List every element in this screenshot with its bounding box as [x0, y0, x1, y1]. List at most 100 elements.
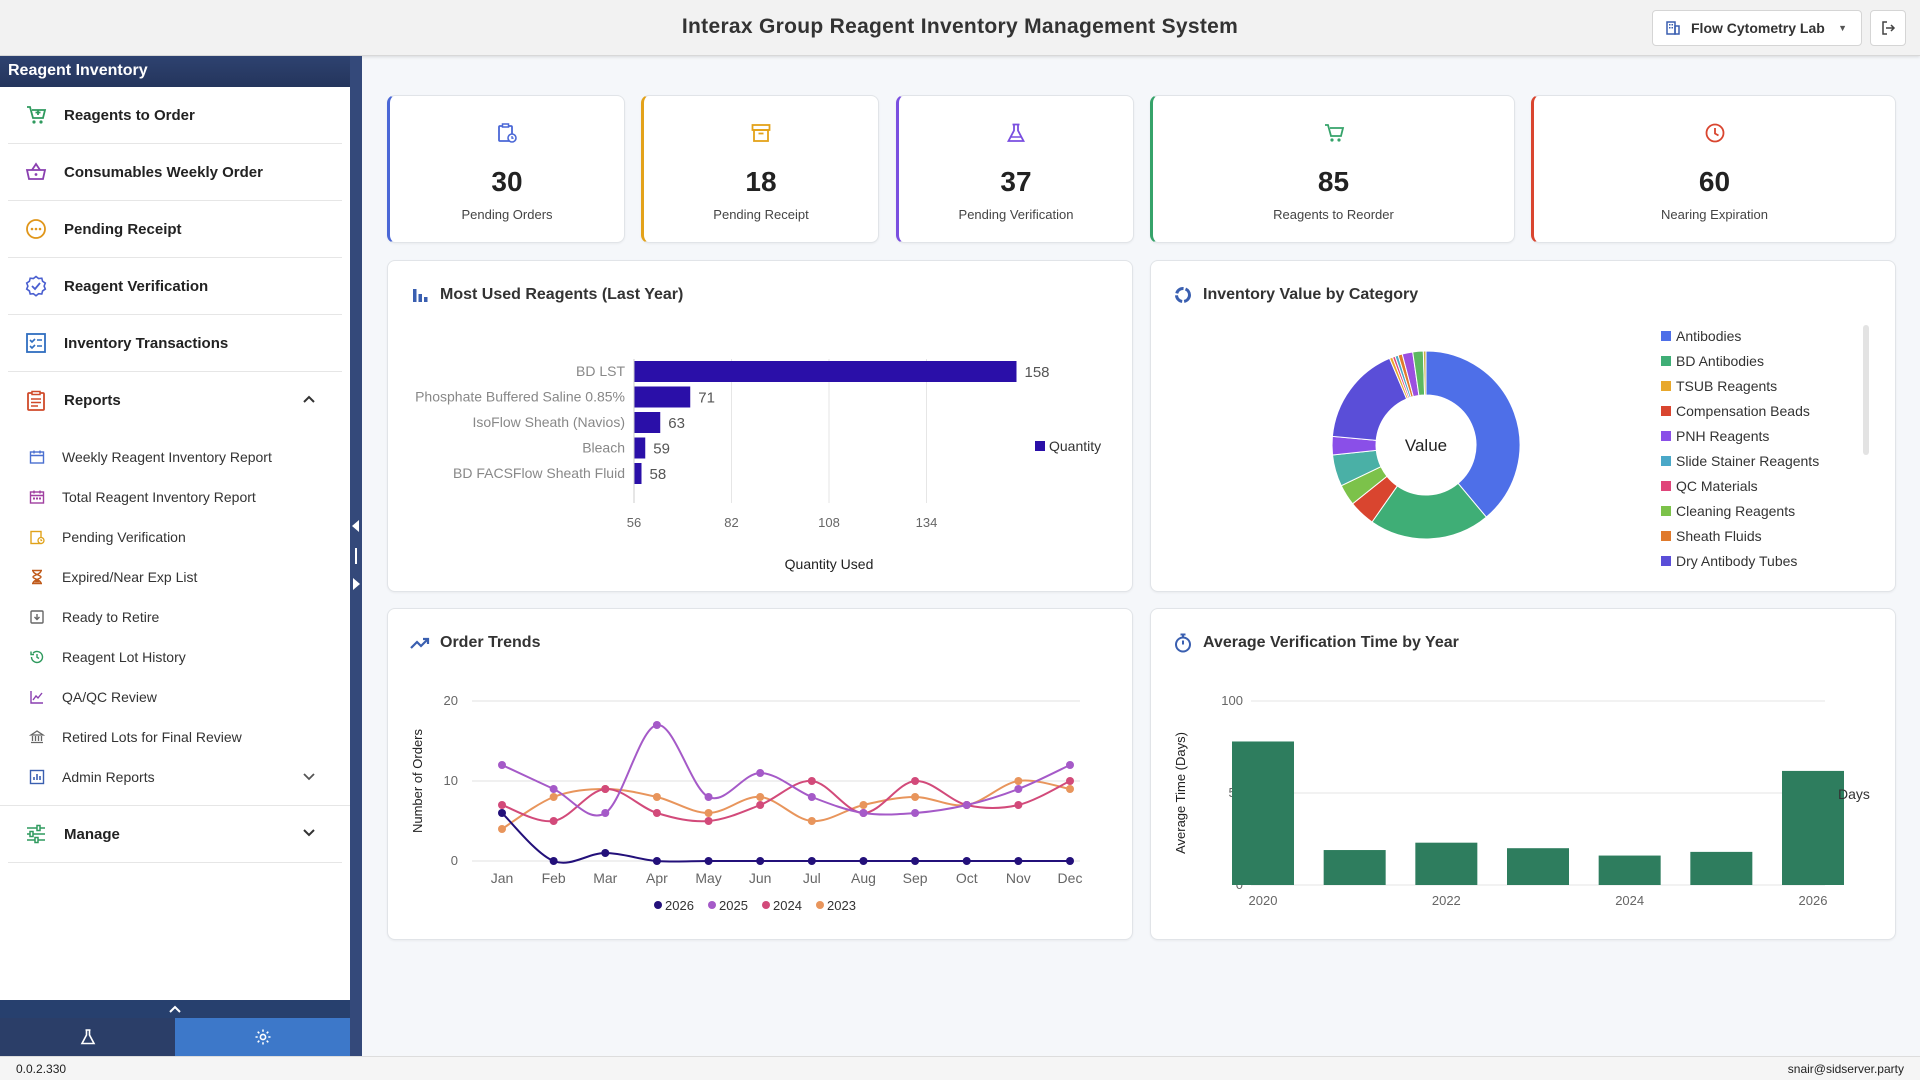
- sidebar-item-manage[interactable]: Manage: [8, 806, 342, 863]
- report-admin-reports[interactable]: Admin Reports: [8, 757, 342, 797]
- clipboard-clock-icon: [28, 528, 46, 546]
- chevron-down-icon[interactable]: [302, 826, 316, 844]
- sidebar-splitter[interactable]: [350, 56, 362, 1056]
- inventory-donut-chart: Value: [1331, 350, 1521, 540]
- panel-average-verification: Average Verification Time by Year 050100…: [1150, 608, 1896, 940]
- legend-item[interactable]: PNH Reagents: [1661, 423, 1819, 448]
- legend-label: 2025: [719, 898, 748, 913]
- report-total-inventory[interactable]: Total Reagent Inventory Report: [8, 477, 342, 517]
- x-tick-label: Jul: [803, 870, 821, 886]
- sidebar-item-inventory-transactions[interactable]: Inventory Transactions: [8, 315, 342, 372]
- stat-card-pending-orders[interactable]: 30 Pending Orders: [387, 95, 625, 243]
- trending-up-icon: [410, 633, 430, 653]
- tab-settings[interactable]: [175, 1018, 350, 1056]
- sidebar-item-reagent-verification[interactable]: Reagent Verification: [8, 258, 342, 315]
- data-point: [601, 785, 610, 793]
- logout-button[interactable]: [1870, 10, 1906, 46]
- sidebar-item-consumables-weekly-order[interactable]: Consumables Weekly Order: [8, 144, 342, 201]
- lab-selector-value: Flow Cytometry Lab: [1691, 20, 1825, 36]
- data-point: [859, 801, 868, 809]
- building-columns-icon: [28, 728, 46, 746]
- legend-item[interactable]: Sheath Fluids: [1661, 523, 1819, 548]
- report-pending-verification[interactable]: Pending Verification: [8, 517, 342, 557]
- donut-icon: [1173, 285, 1193, 305]
- panel-title: Most Used Reagents (Last Year): [440, 286, 684, 303]
- legend-item[interactable]: BD Antibodies: [1661, 348, 1819, 373]
- checklist-icon: [24, 331, 48, 355]
- legend-item[interactable]: Dry Antibody Tubes: [1661, 548, 1819, 573]
- flask-icon: [899, 122, 1133, 144]
- report-ready-to-retire[interactable]: Ready to Retire: [8, 597, 342, 637]
- verification-bar-chart: 0501002020202220242026Average Time (Days…: [1173, 693, 1870, 908]
- data-point: [549, 793, 558, 801]
- x-tick-label: Nov: [1006, 870, 1031, 886]
- chevron-up-icon[interactable]: [302, 392, 316, 410]
- report-label: Admin Reports: [62, 769, 155, 785]
- legend-item[interactable]: Antibodies: [1661, 323, 1819, 348]
- category-label: Phosphate Buffered Saline 0.85%: [415, 389, 625, 405]
- tab-lab[interactable]: [0, 1018, 175, 1056]
- legend-item[interactable]: QC Materials: [1661, 473, 1819, 498]
- stat-card-reagents-to-reorder[interactable]: 85 Reagents to Reorder: [1150, 95, 1515, 243]
- sidebar-item-pending-receipt[interactable]: Pending Receipt: [8, 201, 342, 258]
- bar: [634, 386, 691, 408]
- archive-box-icon: [644, 122, 878, 144]
- report-expired-near-exp[interactable]: Expired/Near Exp List: [8, 557, 342, 597]
- bar: [1690, 851, 1753, 885]
- sidebar-item-label: Pending Receipt: [64, 220, 182, 238]
- stat-label: Nearing Expiration: [1661, 207, 1768, 222]
- sidebar-item-reports[interactable]: Reports: [8, 372, 342, 429]
- x-tick-label: 2022: [1432, 893, 1461, 908]
- history-icon: [28, 648, 46, 666]
- chevron-down-icon[interactable]: [302, 770, 316, 787]
- stat-card-pending-verification[interactable]: 37 Pending Verification: [896, 95, 1134, 243]
- reports-submenu: Weekly Reagent Inventory Report Total Re…: [0, 429, 350, 806]
- legend-swatch: [816, 901, 824, 909]
- legend-item[interactable]: Compensation Beads: [1661, 398, 1819, 423]
- report-weekly-inventory[interactable]: Weekly Reagent Inventory Report: [8, 437, 342, 477]
- expand-right-icon[interactable]: [353, 578, 360, 590]
- center-label: Value: [1405, 436, 1447, 455]
- sidebar-item-reagents-to-order[interactable]: Reagents to Order: [8, 87, 342, 144]
- data-point: [652, 721, 661, 729]
- report-lot-history[interactable]: Reagent Lot History: [8, 637, 342, 677]
- data-point: [1014, 777, 1023, 785]
- category-label: BD FACSFlow Sheath Fluid: [453, 465, 625, 481]
- data-point: [859, 809, 868, 817]
- sidebar-item-label: Reports: [64, 392, 121, 409]
- data-point: [601, 849, 610, 857]
- legend-item[interactable]: TSUB Reagents: [1661, 373, 1819, 398]
- drag-handle-icon[interactable]: [355, 548, 357, 564]
- lab-selector[interactable]: Flow Cytometry Lab ▼: [1652, 10, 1862, 46]
- data-point: [704, 857, 713, 865]
- report-retired-lots[interactable]: Retired Lots for Final Review: [8, 717, 342, 757]
- report-label: Expired/Near Exp List: [62, 569, 198, 585]
- legend-swatch: [1661, 530, 1671, 541]
- data-point: [549, 785, 558, 793]
- legend-item[interactable]: Cleaning Reagents: [1661, 498, 1819, 523]
- collapse-left-icon[interactable]: [352, 520, 359, 532]
- report-label: Ready to Retire: [62, 609, 160, 625]
- data-point: [1014, 801, 1023, 809]
- data-point: [962, 801, 971, 809]
- donut-legend: Antibodies BD Antibodies TSUB Reagents Comp…: [1661, 323, 1819, 573]
- legend-swatch: [1035, 441, 1045, 451]
- pie-slice: [1425, 350, 1521, 518]
- legend-swatch: [1661, 480, 1671, 491]
- legend-swatch: [1824, 789, 1834, 799]
- stat-card-nearing-expiration[interactable]: 60 Nearing Expiration: [1531, 95, 1896, 243]
- legend-scrollbar[interactable]: [1863, 325, 1869, 455]
- x-tick-label: Apr: [646, 870, 668, 886]
- data-point: [498, 809, 506, 817]
- x-tick-label: Mar: [593, 870, 617, 886]
- data-point: [962, 857, 971, 865]
- x-tick-label: 2026: [1799, 893, 1828, 908]
- stat-card-pending-receipt[interactable]: 18 Pending Receipt: [641, 95, 879, 243]
- legend-label: Quantity: [1049, 438, 1101, 454]
- legend-item[interactable]: Slide Stainer Reagents: [1661, 448, 1819, 473]
- report-qa-qc-review[interactable]: QA/QC Review: [8, 677, 342, 717]
- stat-value: 60: [1698, 166, 1731, 197]
- sidebar-item-label: Consumables Weekly Order: [64, 163, 263, 181]
- sidebar-collapse-toggle[interactable]: [0, 1000, 350, 1018]
- data-point: [704, 793, 713, 801]
